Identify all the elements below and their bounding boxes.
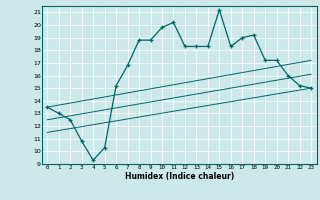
X-axis label: Humidex (Indice chaleur): Humidex (Indice chaleur) xyxy=(124,172,234,181)
